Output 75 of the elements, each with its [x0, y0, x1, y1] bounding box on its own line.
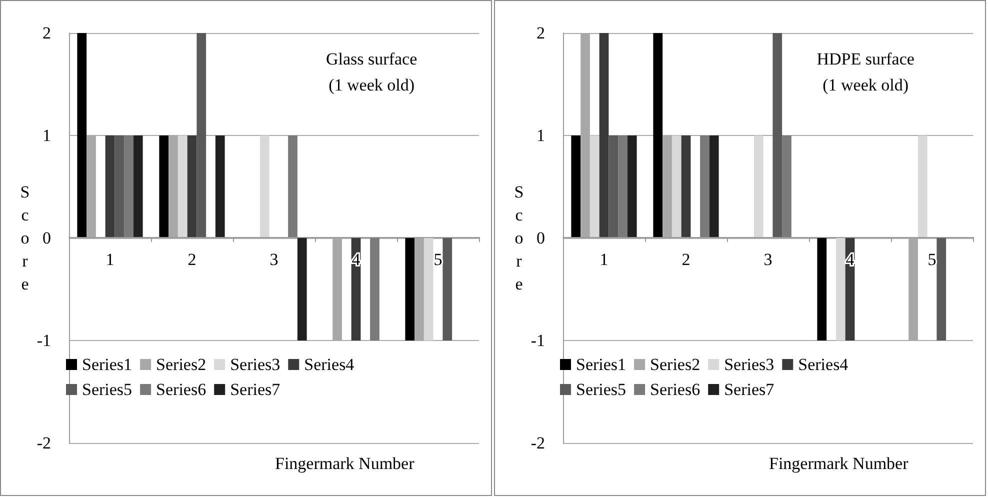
- bar: [297, 238, 307, 340]
- bar: [260, 136, 270, 238]
- x-tick-label: 3: [270, 250, 278, 269]
- legend-label: Series4: [798, 355, 849, 374]
- bar: [571, 136, 581, 238]
- bar: [133, 136, 143, 238]
- y-tick-label: 2: [42, 24, 51, 42]
- bar: [288, 136, 298, 238]
- y-axis-title: Score: [514, 182, 524, 294]
- y-tick-label: 0: [536, 228, 545, 248]
- bar: [618, 136, 628, 238]
- bar: [936, 238, 946, 340]
- bar: [672, 136, 682, 238]
- bar: [178, 136, 188, 238]
- x-axis-title: Fingermark Number: [768, 454, 909, 473]
- y-tick-label: -1: [530, 331, 545, 350]
- x-tick-label: 1: [600, 250, 608, 269]
- legend-label: Series7: [724, 380, 775, 399]
- bar: [754, 136, 764, 238]
- x-tick-label: 2: [682, 250, 690, 269]
- y-tick-label: 1: [536, 126, 545, 145]
- bar: [405, 238, 415, 340]
- y-tick-label: 1: [42, 126, 51, 145]
- y-tick-label: 2: [536, 24, 545, 42]
- x-tick-label: 5: [434, 250, 442, 269]
- bar: [105, 136, 115, 238]
- bar: [836, 238, 846, 340]
- x-axis-title: Fingermark Number: [274, 454, 415, 473]
- legend-label: Series5: [576, 380, 626, 399]
- text: HDPE surface (1 week old): [816, 50, 914, 94]
- legend-label: Series1: [82, 355, 132, 374]
- y-tick-label: -1: [36, 331, 51, 350]
- bar: [681, 136, 691, 238]
- y-axis-title: Score: [20, 182, 30, 294]
- bar: [599, 33, 609, 238]
- x-tick-label: 3: [764, 250, 772, 269]
- bar: [424, 238, 434, 340]
- bar: [590, 136, 600, 238]
- bar: [196, 33, 206, 238]
- x-tick-label: 4: [352, 250, 361, 269]
- bar: [124, 136, 134, 238]
- legend-label: Series4: [304, 355, 355, 374]
- bar: [709, 136, 719, 238]
- bar: [370, 238, 380, 340]
- legend-label: Series2: [650, 355, 700, 374]
- x-tick-label: 2: [188, 250, 196, 269]
- legend-label: Series6: [156, 380, 206, 399]
- bar: [608, 136, 618, 238]
- bar: [627, 136, 637, 238]
- bar: [817, 238, 827, 340]
- bar: [700, 136, 710, 238]
- legend-label: Series5: [82, 380, 132, 399]
- legend-label: Series3: [230, 355, 280, 374]
- bar: [772, 33, 782, 238]
- bar: [442, 238, 452, 340]
- bar: [653, 33, 663, 238]
- bar: [782, 136, 792, 238]
- x-tick-label: 4: [846, 250, 855, 269]
- x-tick-label: 1: [106, 250, 114, 269]
- legend-label: Series6: [650, 380, 700, 399]
- bar: [159, 136, 169, 238]
- y-tick-label: -2: [36, 434, 51, 452]
- y-tick-label: 0: [42, 228, 51, 248]
- text: Glass surface (1 week old): [326, 50, 418, 94]
- bar: [215, 136, 225, 238]
- legend-label: Series2: [156, 355, 206, 374]
- bar: [77, 33, 87, 238]
- bar: [918, 136, 928, 238]
- x-tick-label: 5: [928, 250, 936, 269]
- legend-label: Series3: [724, 355, 774, 374]
- y-tick-label: -2: [530, 434, 545, 452]
- legend-label: Series7: [230, 380, 281, 399]
- bar: [187, 136, 197, 238]
- legend-label: Series1: [576, 355, 626, 374]
- bar: [114, 136, 124, 238]
